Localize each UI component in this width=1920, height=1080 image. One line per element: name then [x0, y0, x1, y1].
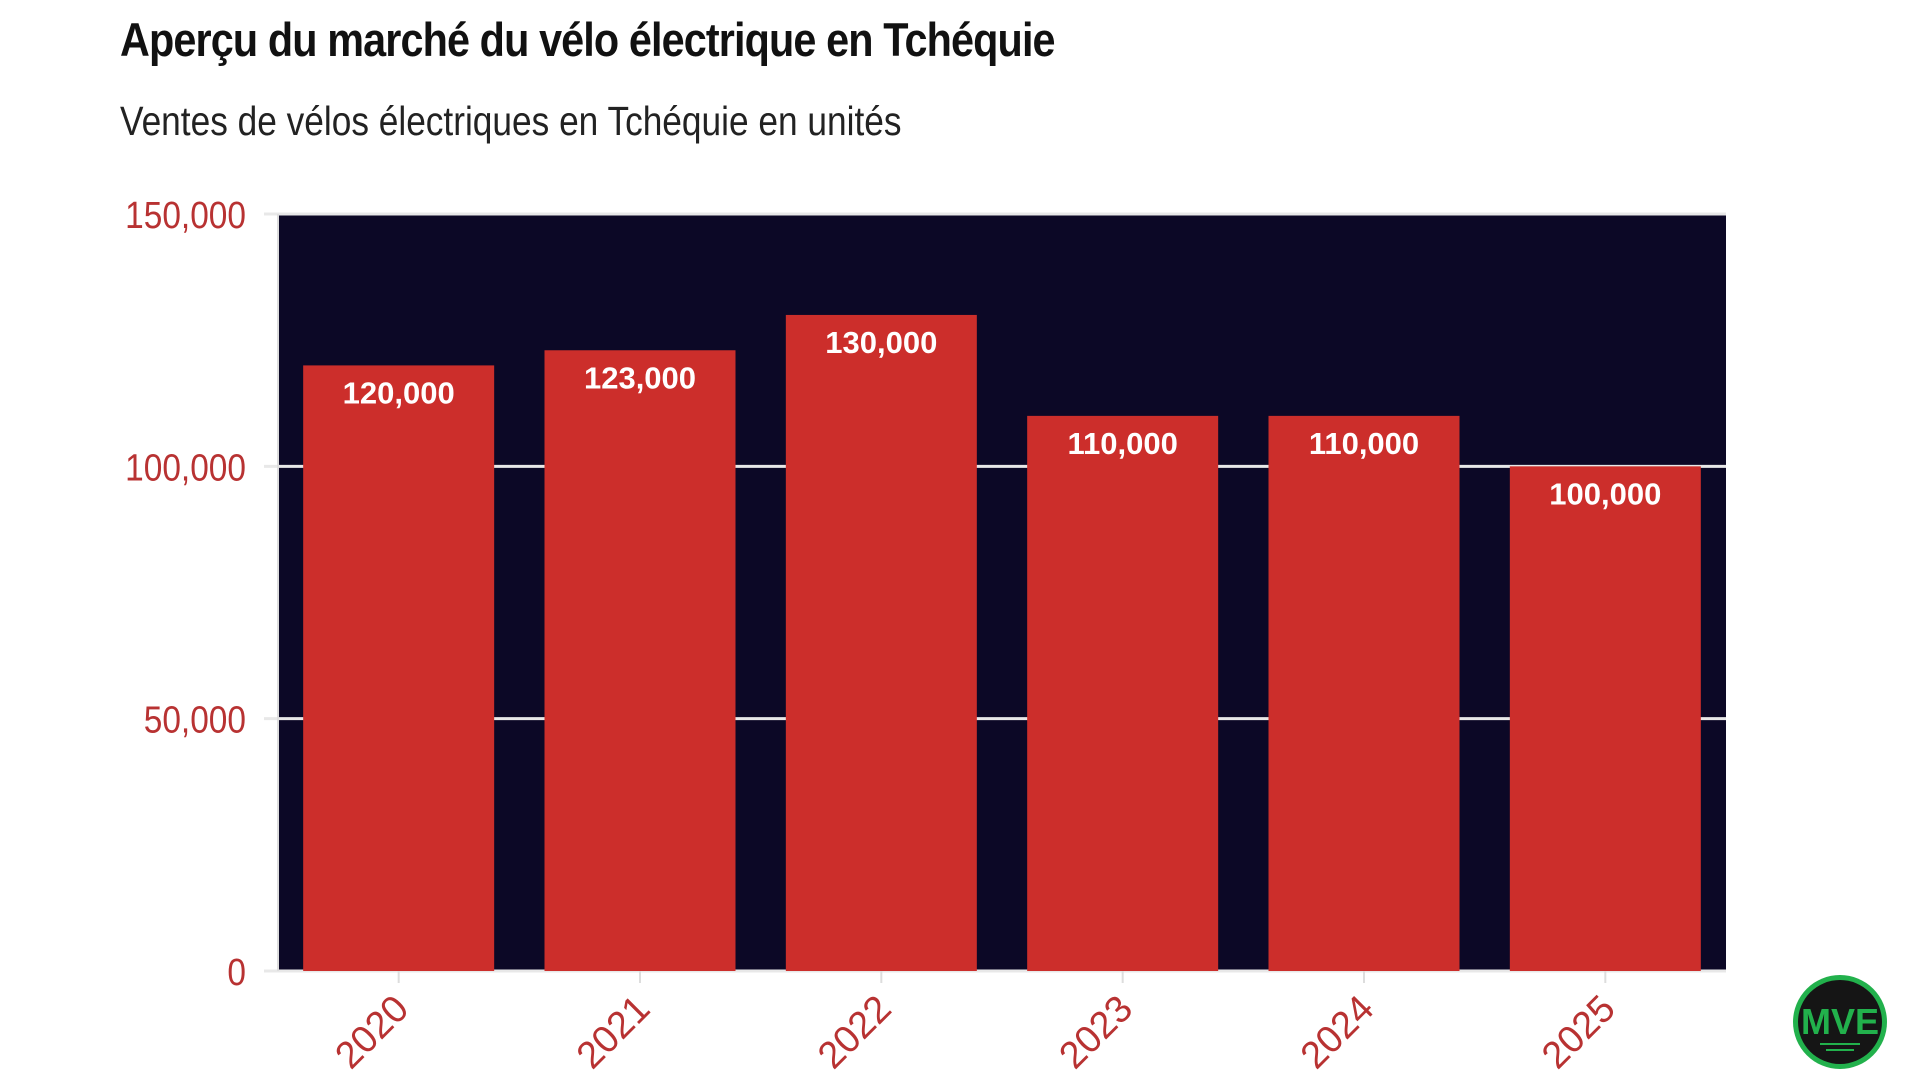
- data-label: 100,000: [1549, 476, 1661, 511]
- bar-2023: [1027, 415, 1219, 971]
- data-label: 110,000: [1067, 426, 1177, 461]
- bar-2021: [544, 350, 736, 971]
- bar-2024: [1268, 415, 1460, 971]
- data-label: 120,000: [343, 375, 455, 410]
- x-tick-label: 2025: [1534, 988, 1623, 1077]
- x-tick-label: 2021: [569, 988, 658, 1077]
- y-tick-label: 50,000: [144, 699, 246, 741]
- chart-subtitle: Ventes de vélos électriques en Tchéquie …: [120, 98, 902, 144]
- mve-logo: MVE: [1793, 975, 1887, 1069]
- bar-2020: [303, 365, 495, 971]
- data-label: 123,000: [584, 360, 696, 395]
- bar-2022: [785, 314, 977, 971]
- y-tick-label: 150,000: [125, 194, 246, 236]
- x-tick-label: 2020: [328, 988, 417, 1077]
- data-label: 110,000: [1309, 426, 1419, 461]
- chart-title: Aperçu du marché du vélo électrique en T…: [120, 13, 1056, 66]
- svg-text:MVE: MVE: [1801, 1001, 1879, 1042]
- x-tick-label: 2022: [810, 988, 899, 1077]
- x-tick-label: 2024: [1293, 988, 1382, 1077]
- plot-background: [278, 214, 1726, 971]
- y-tick-label: 100,000: [125, 446, 246, 488]
- y-tick-label: 0: [227, 951, 246, 993]
- data-label: 130,000: [825, 325, 937, 360]
- x-tick-label: 2023: [1052, 988, 1141, 1077]
- bar-2025: [1509, 466, 1701, 971]
